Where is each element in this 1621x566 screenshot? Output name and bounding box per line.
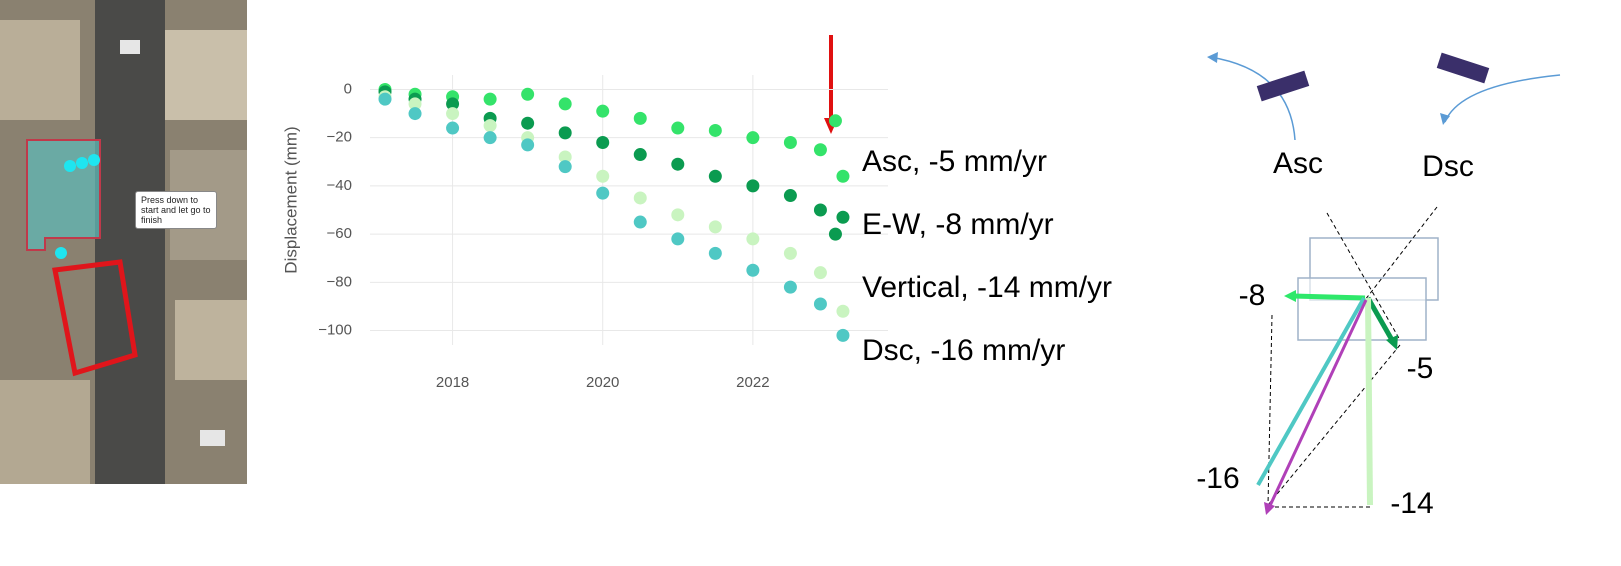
satellite-image (0, 0, 247, 484)
data-point (836, 304, 850, 318)
data-point (633, 148, 647, 162)
data-point (746, 131, 760, 145)
data-point (633, 111, 647, 125)
data-point (783, 189, 797, 203)
data-point (813, 297, 827, 311)
legend-label: Dsc, -16 mm/yr (862, 334, 1065, 367)
data-point (813, 266, 827, 280)
data-point (708, 123, 722, 137)
data-point (836, 210, 850, 224)
data-point (671, 157, 685, 171)
data-point (746, 263, 760, 277)
tooltip: Press down to start and let go to finish (135, 191, 217, 229)
data-point (521, 138, 535, 152)
geometry-diagram: Asc Dsc -8 -5 -16 -14 (1196, 52, 1561, 520)
data-point (783, 136, 797, 149)
data-point (836, 169, 850, 183)
x-tick-label: 2018 (436, 374, 469, 391)
y-axis-label: Displacement (mm) (281, 126, 300, 273)
data-point (378, 92, 392, 106)
data-point (783, 246, 797, 260)
x-tick-label: 2020 (586, 374, 619, 391)
diagram-value: -16 (1196, 462, 1239, 495)
legend-label: E-W, -8 mm/yr (862, 208, 1054, 241)
data-point (521, 87, 535, 101)
data-point (813, 143, 827, 157)
diagram-value: -14 (1390, 487, 1433, 520)
data-point (783, 280, 797, 294)
data-point (558, 160, 572, 174)
data-point (671, 208, 685, 222)
data-point (483, 119, 497, 133)
data-point (596, 169, 610, 183)
data-point (813, 203, 827, 217)
data-point (483, 92, 497, 106)
data-point (671, 232, 685, 246)
data-point (633, 191, 647, 205)
data-point (596, 104, 610, 118)
scatter-chart: Displacement (mm) 0 −20 −40 −60 −80 −100 2018 2… (281, 75, 1112, 391)
diagram-value: -8 (1239, 279, 1266, 312)
data-point (708, 169, 722, 183)
y-tick-label: −60 (327, 225, 352, 242)
data-point (558, 97, 572, 111)
data-point (828, 114, 842, 128)
y-tick-label: −40 (327, 177, 352, 194)
data-point (446, 97, 460, 111)
data-point (483, 131, 497, 145)
y-tick-label: −80 (327, 273, 352, 290)
data-point (836, 328, 850, 342)
x-tick-label: 2022 (736, 374, 769, 391)
diagram-value: -5 (1407, 352, 1434, 385)
diagram-label: Dsc (1422, 150, 1474, 183)
data-point (746, 232, 760, 246)
data-point (828, 227, 842, 241)
data-point (671, 121, 685, 135)
data-point (596, 186, 610, 200)
data-point (708, 246, 722, 260)
y-tick-label: −20 (327, 129, 352, 146)
data-point (446, 107, 460, 121)
data-point (521, 116, 535, 130)
data-point (408, 97, 422, 111)
data-point (708, 220, 722, 234)
y-tick-label: −100 (318, 322, 352, 339)
data-point (558, 126, 572, 140)
y-tick-label: 0 (344, 80, 352, 97)
legend-label: Vertical, -14 mm/yr (862, 271, 1112, 304)
data-point (558, 150, 572, 164)
data-point (596, 136, 610, 149)
data-point (408, 107, 422, 121)
data-point (633, 215, 647, 229)
data-point (446, 121, 460, 135)
legend-label: Asc, -5 mm/yr (862, 145, 1047, 178)
diagram-label: Asc (1273, 147, 1323, 180)
data-point (746, 179, 760, 193)
